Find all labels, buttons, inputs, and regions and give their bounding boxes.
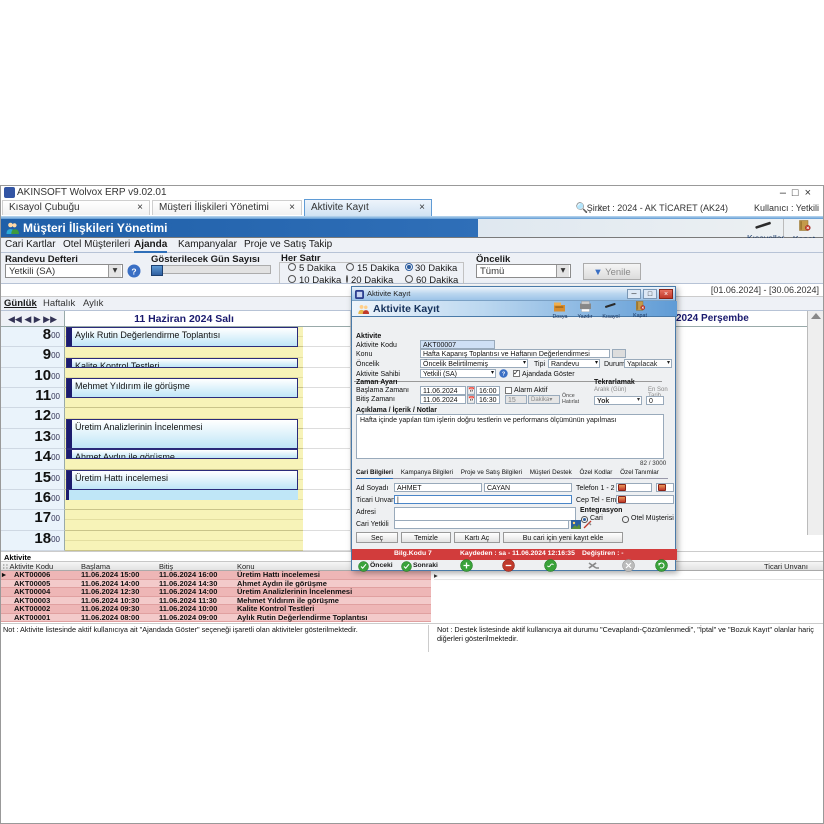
svg-text:?: ? xyxy=(131,267,136,277)
